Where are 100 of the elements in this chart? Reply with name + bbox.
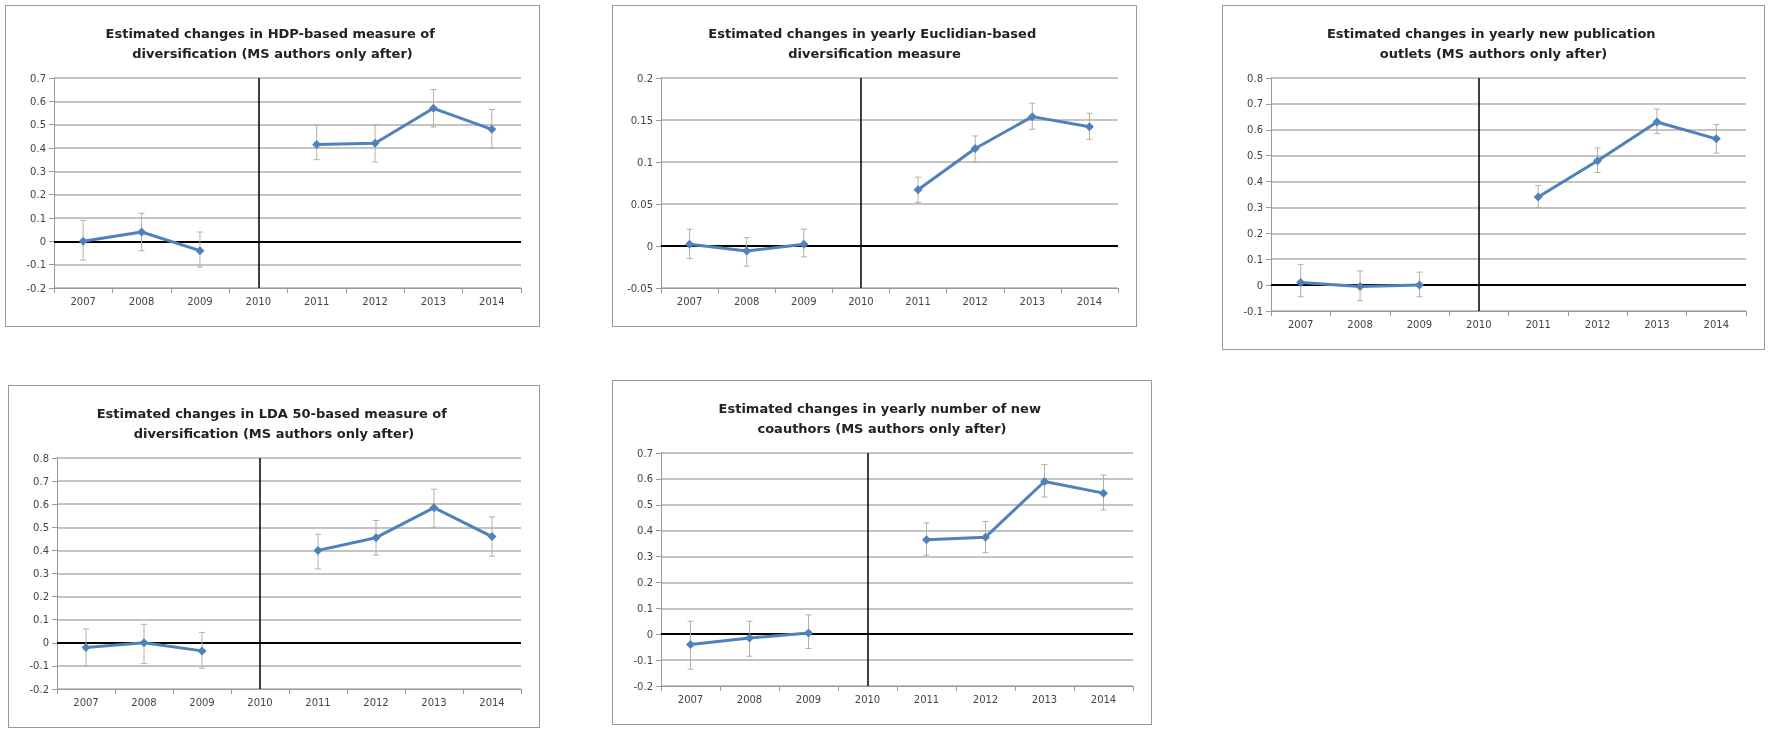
x-tick-label: 2009 [189, 696, 215, 708]
y-tick-label: 0 [1256, 279, 1263, 291]
point [195, 246, 205, 256]
x-tick-label: 2013 [1031, 693, 1058, 705]
x-tick-label: 2008 [733, 295, 760, 307]
y-tick-label: 0.5 [1247, 150, 1263, 162]
y-tick-label: 0.2 [637, 72, 653, 84]
y-tick-label: 0.7 [30, 72, 46, 84]
point [804, 628, 813, 638]
x-tick-label: 2012 [362, 295, 388, 307]
y-tick-label: 0.1 [30, 212, 46, 224]
x-tick-label: 2009 [795, 693, 822, 705]
point [1355, 281, 1365, 291]
point [685, 239, 695, 249]
point [1533, 192, 1543, 202]
y-tick-label: 0.7 [637, 447, 653, 459]
y-tick-label: 0.8 [33, 452, 49, 464]
y-tick-label: 0.4 [33, 544, 49, 556]
x-tick-label: 2008 [736, 693, 763, 705]
chart-title: Estimated changes in yearly number of new coauthors (MS authors only after) [718, 400, 1046, 436]
point [1027, 112, 1037, 122]
x-tick-label: 2014 [1090, 693, 1117, 705]
y-tick-label: 0.3 [637, 551, 653, 563]
y-tick-label: -0.05 [627, 282, 653, 294]
y-tick-label: 0.2 [1247, 227, 1263, 239]
y-tick-label: 0.5 [33, 521, 49, 533]
x-tick-label: 2014 [1076, 295, 1103, 307]
x-tick-label: 2012 [363, 696, 389, 708]
x-tick-label: 2011 [1525, 318, 1551, 330]
point [429, 503, 439, 513]
point [913, 185, 923, 195]
y-tick-label: 0.1 [637, 156, 653, 168]
y-tick-label: -0.2 [633, 680, 653, 692]
point [428, 103, 438, 113]
y-tick-label: 0.05 [630, 198, 653, 210]
y-tick-label: 0.2 [637, 576, 653, 588]
point [1040, 476, 1049, 486]
point [137, 227, 147, 237]
y-tick-label: 0.4 [30, 142, 46, 154]
y-tick-label: -0.1 [1243, 305, 1263, 317]
x-tick-label: 2010 [848, 295, 874, 307]
point [487, 124, 497, 134]
chart-title: Estimated changes in HDP-based measure of diversification (MS authors only after) [105, 25, 440, 61]
y-tick-label: -0.1 [633, 654, 653, 666]
y-tick-label: 0.7 [1247, 98, 1263, 110]
y-tick-label: 0.4 [1247, 176, 1263, 188]
x-tick-label: 2007 [676, 295, 703, 307]
y-tick-label: 0.3 [1247, 201, 1263, 213]
point [139, 638, 149, 648]
x-tick-label: 2011 [913, 693, 940, 705]
x-tick-label: 2008 [131, 696, 157, 708]
point [745, 633, 754, 643]
y-tick-label: 0 [42, 637, 49, 649]
x-tick-label: 2007 [677, 693, 704, 705]
x-tick-label: 2008 [1347, 318, 1373, 330]
y-tick-label: 0.6 [1247, 124, 1263, 136]
y-tick-label: 0.15 [630, 114, 653, 126]
x-tick-label: 2011 [305, 696, 331, 708]
y-tick-label: 0.1 [1247, 253, 1263, 265]
y-tick-label: 0.5 [637, 499, 653, 511]
x-tick-label: 2008 [128, 295, 155, 307]
x-tick-label: 2014 [1703, 318, 1730, 330]
point [922, 535, 931, 545]
x-tick-label: 2013 [420, 295, 447, 307]
y-tick-label: -0.1 [29, 660, 49, 672]
point [1296, 278, 1306, 288]
y-tick-label: -0.1 [26, 259, 46, 271]
point [371, 533, 381, 543]
x-tick-label: 2011 [905, 295, 931, 307]
x-tick-label: 2011 [303, 295, 330, 307]
chart-title: Estimated changes in yearly Euclidian-based diversification measure [708, 25, 1041, 61]
point [370, 138, 380, 148]
point [686, 640, 695, 650]
x-tick-label: 2010 [247, 696, 273, 708]
point [970, 144, 980, 154]
y-tick-label: -0.2 [29, 683, 49, 695]
y-tick-label: 0.4 [637, 525, 653, 537]
y-tick-label: 0.7 [33, 475, 49, 487]
point [1711, 134, 1721, 144]
x-tick-label: 2009 [791, 295, 817, 307]
y-tick-label: 0 [646, 628, 653, 640]
point [78, 236, 88, 246]
point [313, 545, 323, 555]
x-tick-label: 2013 [421, 696, 447, 708]
point [981, 532, 990, 542]
y-tick-label: 0.8 [1247, 72, 1263, 84]
x-tick-label: 2010 [1466, 318, 1492, 330]
x-tick-label: 2009 [1406, 318, 1433, 330]
x-tick-label: 2012 [962, 295, 988, 307]
y-tick-label: 0.2 [30, 189, 46, 201]
y-tick-label: 0.1 [33, 614, 49, 626]
point [487, 532, 497, 542]
x-tick-label: 2007 [73, 696, 99, 708]
y-tick-label: 0.5 [30, 119, 46, 131]
point [1099, 488, 1108, 498]
x-tick-label: 2010 [245, 295, 272, 307]
y-tick-label: 0.2 [33, 591, 49, 603]
y-tick-label: 0.6 [30, 95, 46, 107]
chart-title: Estimated changes in LDA 50-based measure of diversification (MS authors only after) [96, 405, 452, 441]
point [1652, 117, 1662, 127]
